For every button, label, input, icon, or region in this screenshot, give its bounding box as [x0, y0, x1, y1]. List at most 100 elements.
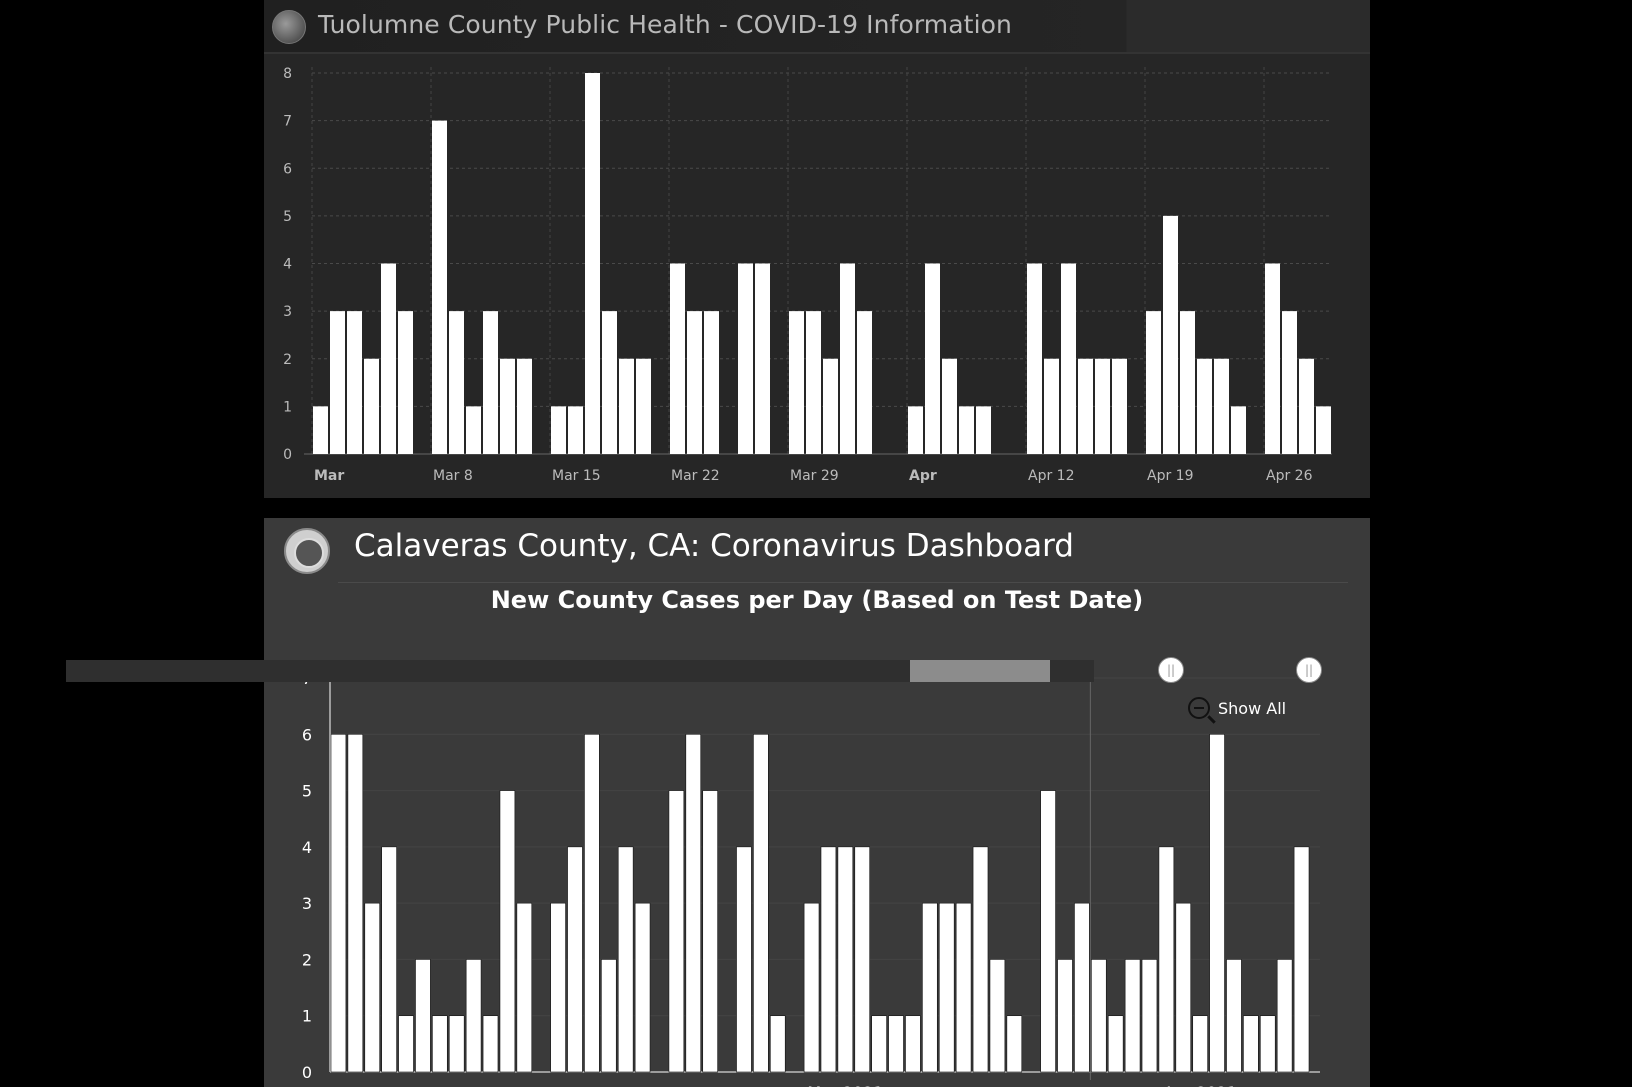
bar — [925, 263, 940, 454]
bar — [1226, 959, 1242, 1073]
bar — [738, 263, 753, 454]
bar — [1175, 902, 1192, 1073]
bar — [1276, 959, 1293, 1073]
bar — [1282, 311, 1297, 454]
bar — [959, 406, 974, 454]
bar — [364, 358, 379, 454]
bar — [670, 263, 685, 454]
bar — [840, 263, 855, 454]
tuolumne-panel: Tuolumne County Public Health - COVID-19… — [264, 0, 1370, 498]
bar — [617, 846, 634, 1073]
bar — [755, 263, 770, 454]
bar — [1040, 790, 1056, 1073]
y-tick-label: 0 — [283, 447, 292, 463]
y-tick-label: 1 — [302, 1007, 312, 1026]
bar — [955, 902, 972, 1073]
bar — [313, 406, 328, 454]
bar — [888, 1015, 904, 1073]
bar — [517, 358, 532, 454]
bar — [482, 1015, 499, 1073]
bar — [448, 1015, 465, 1073]
y-tick-label: 7 — [283, 114, 292, 130]
y-tick-label: 4 — [283, 257, 292, 273]
bar — [584, 733, 600, 1073]
y-tick-label: 6 — [283, 161, 292, 177]
bar — [1192, 1015, 1208, 1073]
bar — [550, 902, 566, 1073]
x-tick-label: Mar 15 — [552, 468, 601, 484]
bar — [1231, 406, 1246, 454]
bar — [516, 902, 533, 1073]
x-tick-label: Mar 29 — [790, 468, 839, 484]
calaveras-cases-chart: 01234567Mar 2021Apr 2021 — [302, 669, 1320, 1087]
bar — [601, 959, 617, 1073]
show-all-button[interactable]: Show All — [1188, 692, 1286, 724]
bar — [636, 358, 651, 454]
bar — [381, 263, 396, 454]
bar — [1293, 846, 1310, 1073]
bar — [972, 846, 989, 1073]
bar — [567, 846, 583, 1073]
bar — [1057, 959, 1073, 1073]
show-all-label: Show All — [1218, 698, 1287, 718]
bar — [551, 406, 566, 454]
x-tick-label: Mar 2021 — [807, 1083, 883, 1087]
bar — [1243, 1015, 1259, 1073]
bar — [1158, 846, 1175, 1073]
x-tick-label: Apr 19 — [1147, 468, 1193, 484]
bar — [854, 846, 870, 1073]
bar — [753, 733, 769, 1073]
bar — [398, 1015, 414, 1073]
y-tick-label: 1 — [283, 399, 292, 415]
bar — [1209, 733, 1225, 1073]
chart-scrollbar-track[interactable] — [66, 660, 1094, 682]
bar — [685, 733, 702, 1073]
bar — [736, 846, 752, 1073]
bar — [989, 959, 1006, 1073]
bar — [1265, 263, 1280, 454]
bar — [1299, 358, 1314, 454]
bar — [837, 846, 854, 1073]
bar — [1180, 311, 1195, 454]
bar — [415, 959, 431, 1073]
bar — [585, 73, 600, 454]
bar — [330, 311, 345, 454]
bar — [347, 311, 362, 454]
bar — [1260, 1015, 1276, 1073]
x-tick-label: Apr — [909, 468, 937, 484]
bar — [976, 406, 991, 454]
bar — [364, 902, 380, 1073]
scrollbar-right-handle[interactable]: || — [1296, 657, 1322, 683]
bar — [1078, 358, 1093, 454]
chart-scrollbar-range[interactable] — [910, 660, 1050, 682]
bar — [823, 358, 838, 454]
bar — [449, 311, 464, 454]
x-tick-label: Apr 26 — [1266, 468, 1313, 484]
bar — [1163, 215, 1178, 454]
bar — [1146, 311, 1161, 454]
tuolumne-cases-chart: 0 1 2 3 4 5 6 7 8 Mar Mar 8 Mar 15 Mar 22 Mar 29 Apr Ap… — [283, 66, 1332, 484]
calaveras-panel: Calaveras County, CA: Coronavirus Dashbo… — [264, 518, 1370, 1087]
scrollbar-left-handle[interactable]: || — [1158, 657, 1184, 683]
bar — [1124, 959, 1141, 1073]
bar — [500, 358, 515, 454]
bar — [1107, 1015, 1124, 1073]
bar — [770, 1015, 786, 1073]
bar — [330, 733, 347, 1073]
zoom-out-icon — [1188, 697, 1210, 719]
bar — [602, 311, 617, 454]
header-divider — [338, 582, 1348, 583]
bar — [398, 311, 413, 454]
bar — [922, 902, 938, 1073]
bar — [1091, 959, 1107, 1073]
bar — [1074, 902, 1090, 1073]
bar — [938, 902, 955, 1073]
bar — [1027, 263, 1042, 454]
bar — [942, 358, 957, 454]
y-tick-label: 3 — [283, 304, 292, 320]
x-tick-label: Mar 22 — [671, 468, 720, 484]
bar — [1197, 358, 1212, 454]
chart-title: New County Cases per Day (Based on Test … — [490, 586, 1144, 614]
calaveras-title: Calaveras County, CA: Coronavirus Dashbo… — [354, 528, 1074, 564]
y-tick-label: 2 — [302, 950, 312, 969]
